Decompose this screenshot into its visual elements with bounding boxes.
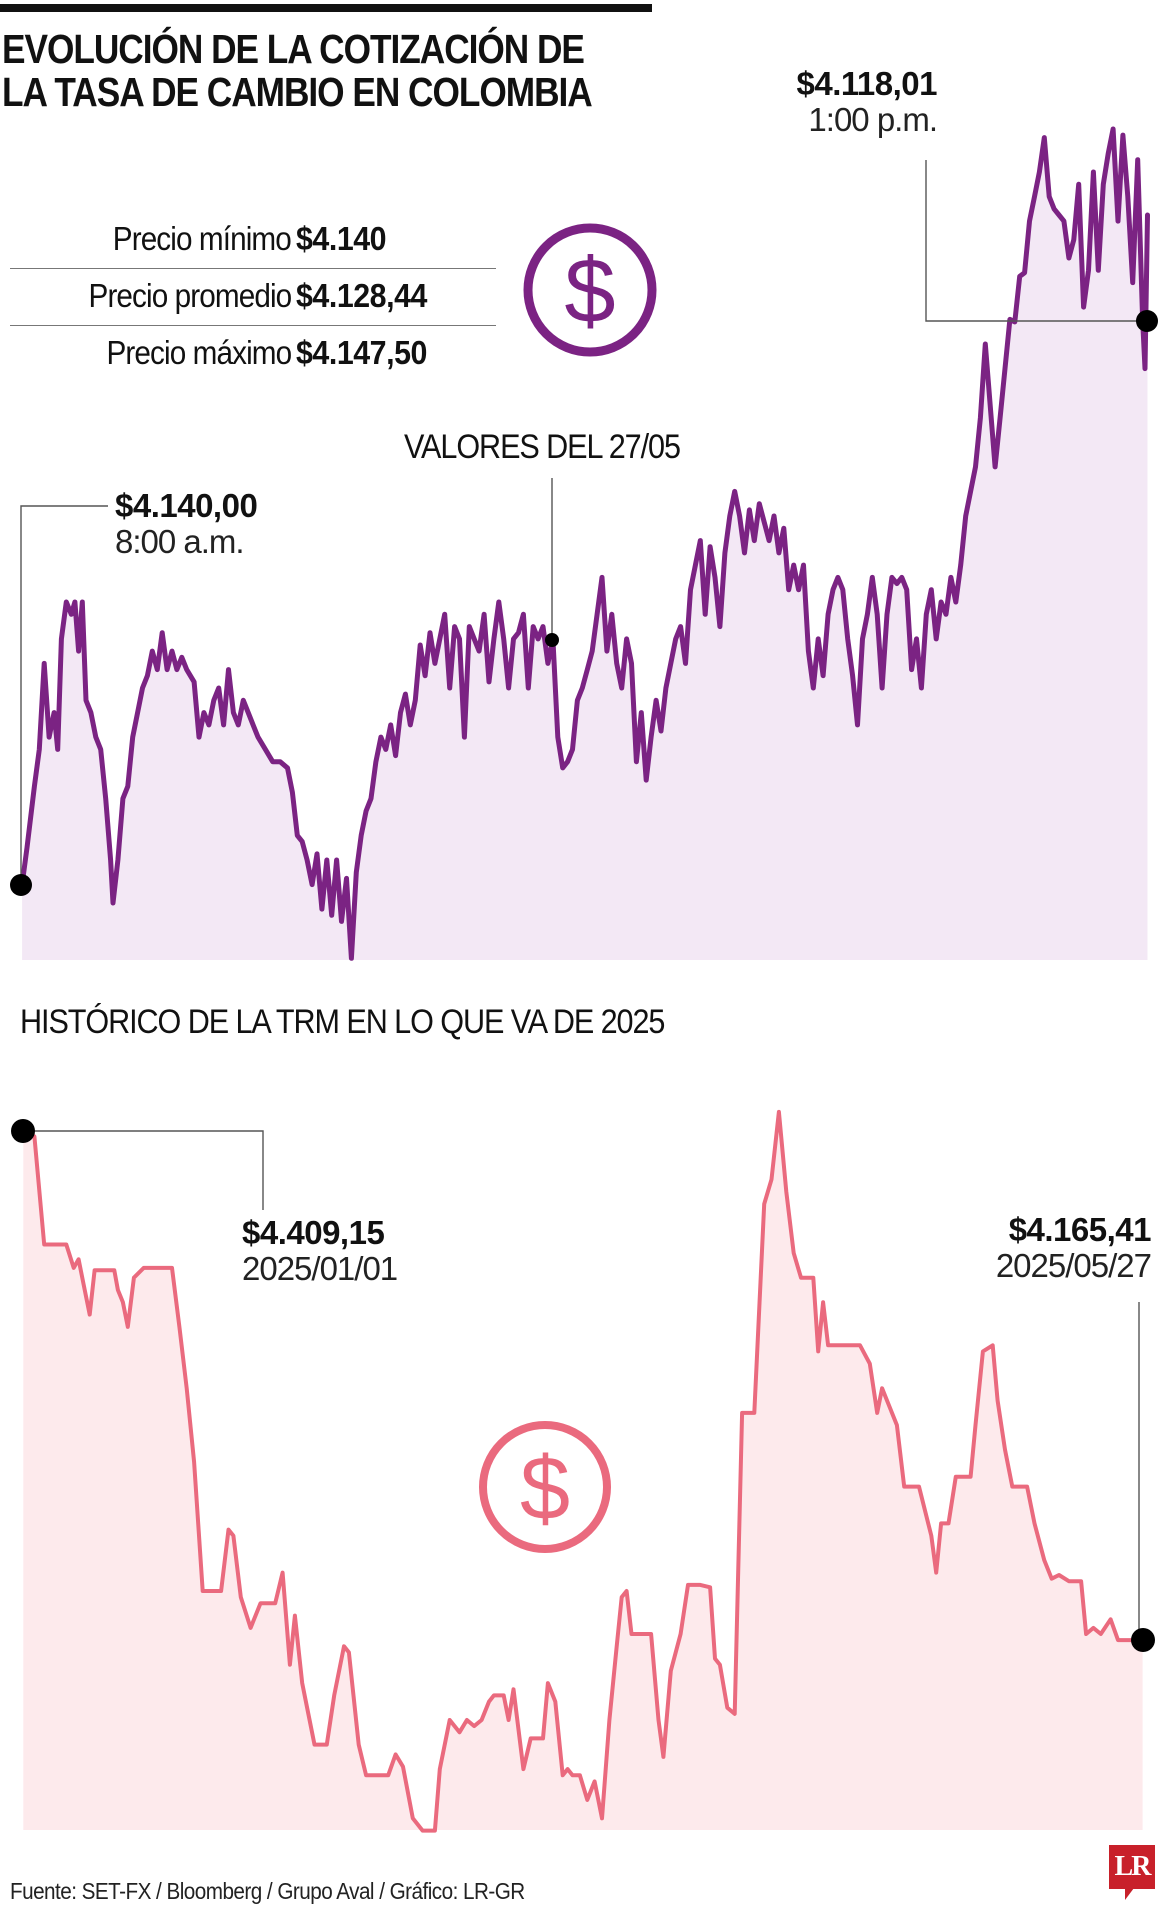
- page-title: EVOLUCIÓN DE LA COTIZACIÓN DE LA TASA DE…: [2, 26, 593, 115]
- intraday-line: [19, 126, 1150, 961]
- historic-end-annotation: $4.165,41 2025/05/27: [995, 1211, 1152, 1284]
- historic-end-value: $4.165,41: [1008, 1211, 1152, 1248]
- end-value: $4.118,01: [796, 65, 938, 102]
- end-leader-line: [925, 160, 1147, 322]
- dollar-coin-icon: $: [523, 223, 657, 357]
- stat-row-min: Precio mínimo $4.140: [10, 212, 496, 269]
- historic-end-marker: [1131, 1628, 1155, 1652]
- top-rule: [0, 4, 652, 12]
- start-marker: [10, 874, 32, 896]
- stat-value: $4.147,50: [296, 334, 427, 371]
- stat-row-max: Precio máximo $4.147,50: [10, 326, 496, 382]
- date-marker: [545, 633, 559, 647]
- start-leader-line: [20, 505, 108, 885]
- title-line-1: EVOLUCIÓN DE LA COTIZACIÓN DE: [2, 26, 585, 72]
- intraday-date-label: VALORES DEL 27/05: [404, 428, 681, 466]
- historic-start-value: $4.409,15: [242, 1214, 385, 1251]
- intraday-start-annotation: $4.140,00 8:00 a.m.: [115, 487, 258, 560]
- historic-start-date: 2025/01/01: [242, 1250, 398, 1287]
- historic-title: HISTÓRICO DE LA TRM EN LO QUE VA DE 2025: [20, 1003, 665, 1041]
- lr-logo-tail: [1125, 1888, 1134, 1900]
- historic-line: [21, 1109, 1145, 1833]
- historic-start-annotation: $4.409,15 2025/01/01: [242, 1214, 398, 1287]
- stat-value: $4.140: [296, 220, 387, 257]
- start-time: 8:00 a.m.: [115, 523, 245, 560]
- intraday-area-fill: [22, 129, 1148, 960]
- title-line-2: LA TASA DE CAMBIO EN COLOMBIA: [2, 69, 593, 115]
- source-note: Fuente: SET-FX / Bloomberg / Grupo Aval …: [10, 1878, 525, 1904]
- lr-logo: LR: [1109, 1845, 1155, 1889]
- stat-row-avg: Precio promedio $4.128,44: [10, 269, 496, 326]
- svg-text:$: $: [564, 240, 615, 342]
- start-value: $4.140,00: [115, 487, 258, 524]
- historic-area-fill: [23, 1111, 1143, 1831]
- end-time: 1:00 p.m.: [808, 101, 938, 138]
- stat-label: Precio mínimo: [112, 220, 292, 257]
- stat-label: Precio máximo: [106, 334, 292, 371]
- price-summary-table: Precio mínimo $4.140 Precio promedio $4.…: [10, 212, 496, 382]
- historic-chart: [11, 1109, 1155, 1833]
- end-marker: [1136, 310, 1158, 332]
- historic-start-leader-line: [23, 1130, 264, 1210]
- stat-label: Precio promedio: [88, 277, 292, 314]
- dollar-coin-icon: $: [479, 1421, 611, 1553]
- intraday-end-annotation: $4.118,01 1:00 p.m.: [797, 66, 938, 138]
- historic-start-marker: [11, 1119, 35, 1143]
- stat-value: $4.128,44: [296, 277, 427, 314]
- historic-end-date: 2025/05/27: [995, 1247, 1152, 1284]
- svg-text:$: $: [520, 1439, 570, 1539]
- intraday-chart: [10, 126, 1158, 961]
